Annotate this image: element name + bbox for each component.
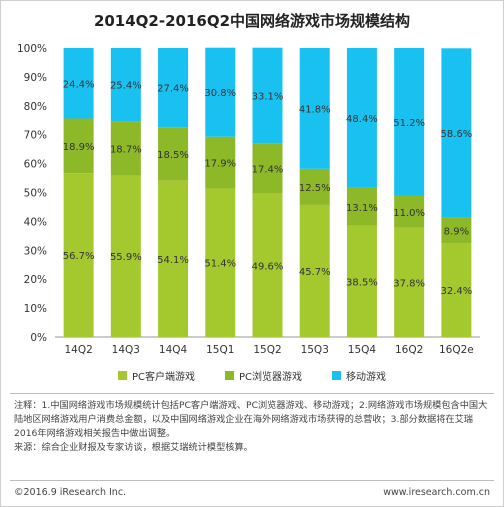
- data-label: 11.0%: [393, 208, 425, 219]
- x-tick-label: 15Q3: [301, 344, 329, 356]
- data-label: 51.4%: [204, 259, 236, 270]
- website-text: www.iresearch.com.cn: [383, 487, 490, 498]
- data-label: 49.6%: [252, 261, 284, 272]
- bar-segment: [110, 121, 141, 176]
- x-tick-label: 14Q3: [112, 344, 140, 356]
- y-tick-label: 70%: [24, 130, 47, 142]
- x-tick-label: 16Q2: [395, 344, 423, 356]
- copyright-text: ©2016.9 iResearch Inc.: [14, 487, 127, 498]
- x-tick-label: 15Q1: [206, 344, 234, 356]
- bar-segment: [299, 168, 330, 205]
- legend-label: PC浏览器游戏: [239, 372, 303, 383]
- data-label: 17.4%: [252, 165, 284, 176]
- bar-segment: [158, 127, 189, 181]
- y-tick-label: 90%: [24, 72, 47, 84]
- bar-segment: [63, 173, 94, 337]
- notes-divider: [10, 393, 494, 394]
- y-tick-label: 80%: [24, 101, 47, 113]
- data-label: 54.1%: [157, 255, 189, 266]
- bar-segment: [252, 143, 283, 194]
- x-tick-label: 15Q4: [348, 344, 377, 356]
- y-tick-label: 10%: [24, 303, 47, 315]
- bar-segment: [299, 48, 330, 169]
- y-tick-label: 0%: [30, 332, 47, 344]
- legend-swatch: [332, 371, 342, 380]
- legend-label: PC客户端游戏: [131, 372, 195, 383]
- data-label: 17.9%: [204, 159, 236, 170]
- bar-segment: [346, 48, 377, 188]
- bar-segment: [205, 47, 236, 137]
- y-tick-label: 20%: [24, 274, 47, 286]
- data-label: 30.8%: [204, 88, 236, 99]
- data-label: 24.4%: [63, 79, 95, 90]
- data-label: 58.6%: [440, 129, 472, 140]
- data-label: 32.4%: [440, 286, 472, 297]
- bar-segment: [63, 48, 94, 119]
- bar-segment: [252, 193, 283, 337]
- bar-segment: [63, 118, 94, 174]
- legend-item: PC客户端游戏: [117, 368, 195, 383]
- data-label: 18.5%: [157, 150, 189, 161]
- bar-segment: [110, 48, 141, 122]
- data-label: 38.5%: [346, 277, 378, 288]
- bar-segment: [441, 243, 472, 337]
- source-text: 来源：综合企业财报及专家访谈，根据艾瑞统计模型核算。: [14, 442, 253, 453]
- data-label: 25.4%: [110, 81, 142, 92]
- bar-segment: [299, 204, 330, 337]
- data-label: 51.2%: [393, 118, 425, 129]
- bar-segment: [394, 48, 425, 196]
- data-label: 37.8%: [393, 278, 425, 289]
- x-tick-label: 16Q2e: [439, 344, 474, 356]
- bar-segment: [205, 188, 236, 337]
- bar-segment: [346, 187, 377, 226]
- data-label: 12.5%: [299, 183, 331, 194]
- data-label: 48.4%: [346, 114, 378, 125]
- footer-divider: [10, 480, 494, 481]
- bar-segment: [158, 180, 189, 337]
- bar-segment: [441, 48, 472, 218]
- y-tick-label: 100%: [17, 43, 47, 55]
- x-tick-label: 14Q4: [159, 344, 188, 356]
- x-tick-label: 14Q2: [64, 344, 92, 356]
- legend-item: 移动游戏: [332, 368, 386, 383]
- y-tick-label: 60%: [24, 159, 47, 171]
- legend-item: PC浏览器游戏: [225, 368, 302, 383]
- y-tick-label: 50%: [24, 188, 47, 200]
- legend-swatch: [225, 371, 234, 380]
- data-label: 18.7%: [110, 144, 142, 155]
- stacked-bar-chart: 0% 10% 20% 30% 40% 50% 60% 70% 80% 90% 100% 56.7% 18…: [17, 43, 480, 356]
- data-label: 8.9%: [444, 227, 469, 238]
- bar-segment: [252, 47, 283, 144]
- legend-label: 移动游戏: [346, 372, 387, 383]
- bar-segment: [394, 195, 425, 228]
- notes-block: 注释：1.中国网络游戏市场规模统计包括PC客户端游戏、PC浏览器游戏、移动游戏；…: [14, 399, 492, 455]
- chart-title: 2014Q2-2016Q2中国网络游戏市场规模结构: [93, 12, 411, 30]
- notes-text: 注释：1.中国网络游戏市场规模统计包括PC客户端游戏、PC浏览器游戏、移动游戏；…: [14, 400, 488, 439]
- bar-segment: [394, 227, 425, 337]
- data-label: 13.1%: [346, 203, 378, 214]
- chart-legend: PC客户端游戏 PC浏览器游戏 移动游戏: [0, 368, 504, 383]
- data-label: 55.9%: [110, 252, 142, 263]
- data-label: 18.9%: [63, 142, 95, 153]
- bar-segment: [158, 48, 189, 128]
- data-label: 33.1%: [252, 92, 284, 103]
- bar-segment: [110, 175, 141, 337]
- data-label: 45.7%: [299, 267, 331, 278]
- x-tick-label: 15Q2: [253, 344, 281, 356]
- bar-segment: [441, 217, 472, 244]
- y-tick-label: 30%: [24, 245, 47, 257]
- data-label: 41.8%: [299, 104, 331, 115]
- bar-segment: [346, 225, 377, 337]
- legend-swatch: [117, 371, 127, 380]
- bar-segment: [205, 136, 236, 189]
- y-tick-label: 40%: [24, 216, 47, 228]
- data-label: 56.7%: [63, 251, 95, 262]
- data-label: 27.4%: [157, 84, 189, 95]
